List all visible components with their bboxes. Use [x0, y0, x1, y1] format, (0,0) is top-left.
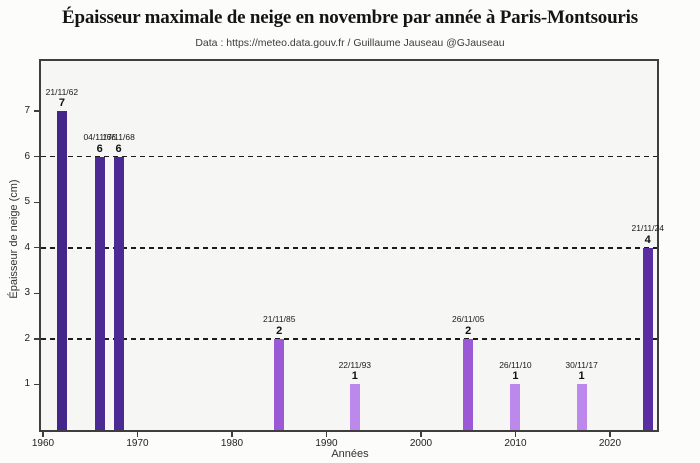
y-tick-label: 4 [24, 241, 30, 253]
bar-value-label: 1 [351, 370, 358, 383]
dashed-gridline [41, 338, 657, 340]
bar-date-label: 21/11/24 [631, 223, 664, 234]
bar-value-label: 4 [644, 233, 651, 246]
y-tick-label: 1 [24, 378, 30, 390]
bar [274, 338, 285, 430]
bar [113, 156, 124, 430]
y-tick-label: 2 [24, 332, 30, 344]
y-tick-mark [34, 247, 39, 249]
x-tick-label: 2000 [409, 438, 433, 449]
bar [56, 111, 67, 430]
y-tick-label: 7 [24, 105, 30, 117]
x-tick-mark [514, 432, 517, 437]
dashed-gridline [41, 247, 657, 249]
bar-value-label: 1 [578, 370, 585, 383]
y-tick-mark [34, 292, 39, 295]
bar-value-label: 1 [512, 370, 519, 383]
chart-title: Épaisseur maximale de neige en novembre … [62, 7, 638, 28]
bar-value-label: 2 [465, 324, 472, 337]
bar [463, 338, 474, 430]
bar-value-label: 7 [58, 97, 65, 110]
bar [349, 384, 360, 430]
y-tick-label: 3 [24, 287, 30, 299]
y-tick-mark [34, 201, 39, 203]
bar-date-label: 26/11/05 [451, 314, 485, 325]
bar-date-label: 22/11/93 [338, 359, 372, 370]
x-tick-label: 1960 [31, 438, 55, 449]
x-tick-mark [42, 432, 44, 437]
x-tick-label: 1980 [220, 438, 244, 449]
bar [510, 384, 521, 430]
x-tick-label: 1990 [315, 438, 338, 449]
bar-date-label: 26/11/10 [499, 359, 532, 370]
x-tick-label: 2010 [504, 438, 527, 449]
chart-subtitle: Data : https://meteo.data.gouv.fr / Guil… [195, 37, 505, 49]
bar-value-label: 2 [276, 324, 283, 337]
bar [94, 156, 105, 430]
bar-date-label: 04/11/66 [83, 132, 116, 143]
bar-date-label: 21/11/85 [262, 314, 296, 325]
x-axis-label: Années [331, 448, 369, 460]
dashed-gridline [41, 156, 657, 158]
plot-area: 7 21/11/62 6 04/11/66 6 17/11/68 2 21/11/85 1 22/… [39, 59, 664, 432]
bar-date-label: 17/11/68 [102, 132, 135, 143]
y-tick-label: 6 [24, 150, 30, 162]
x-tick-mark [136, 432, 139, 437]
bar-date-label: 21/11/62 [45, 86, 79, 97]
y-tick-mark [34, 383, 39, 386]
y-tick-mark [34, 110, 39, 112]
y-tick-label: 5 [24, 196, 30, 208]
x-tick-mark [420, 432, 422, 437]
bar-date-label: 30/11/17 [565, 359, 598, 370]
x-tick-mark [231, 432, 233, 437]
bar-value-label: 6 [115, 142, 122, 155]
bar-value-label: 6 [96, 142, 103, 155]
x-tick-label: 1970 [126, 438, 149, 449]
x-tick-mark [325, 432, 328, 437]
bar [576, 384, 587, 430]
x-tick-mark [609, 432, 611, 437]
x-tick-label: 2020 [598, 438, 622, 449]
bar [642, 247, 653, 430]
y-tick-mark [34, 338, 39, 340]
y-tick-mark [34, 156, 39, 158]
